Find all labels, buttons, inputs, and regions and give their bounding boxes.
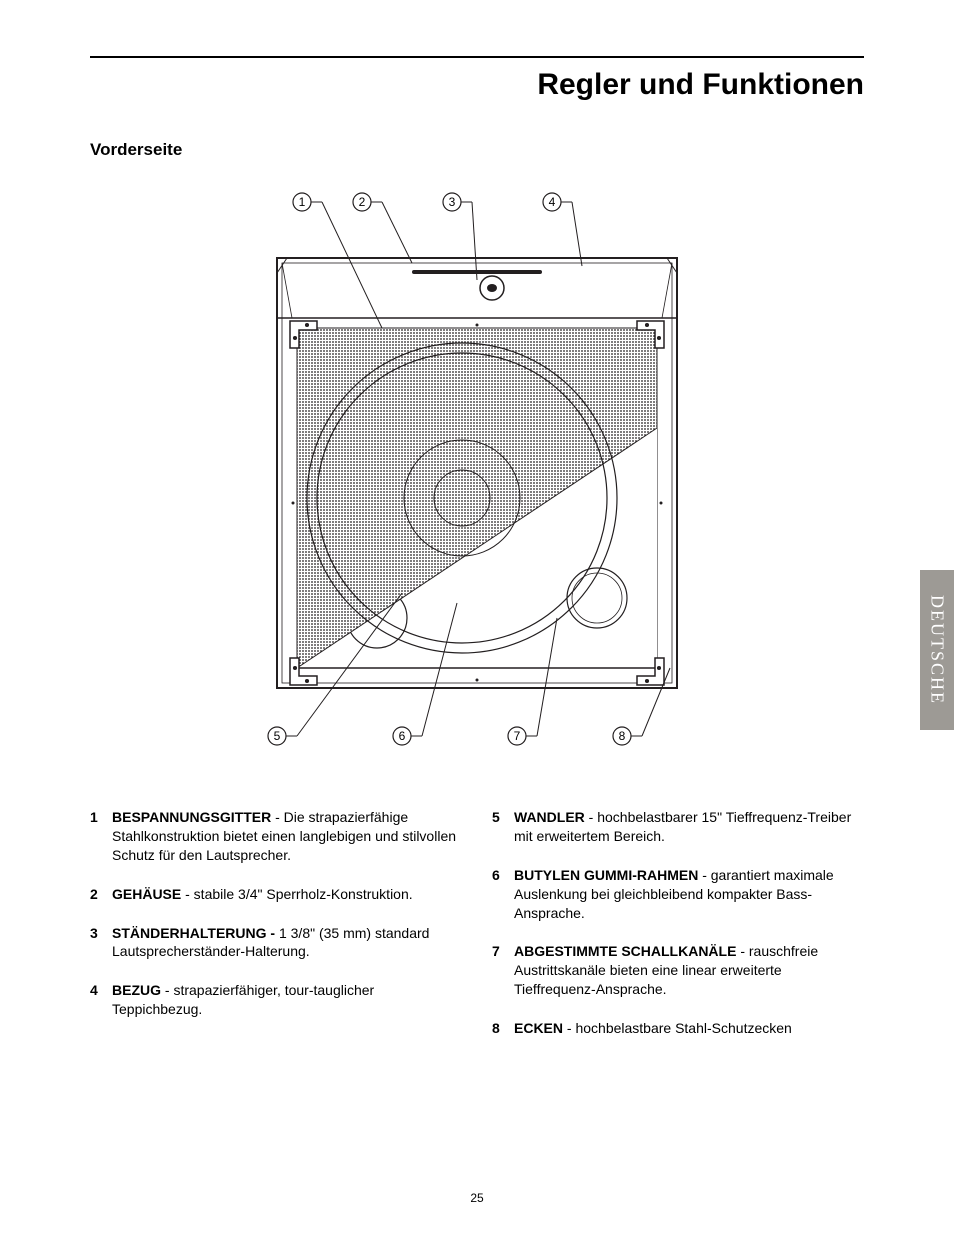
feature-item: 7ABGESTIMMTE SCHALLKANÄLE - rauschfreie … — [492, 942, 864, 999]
feature-column-right: 5WANDLER - hochbelastbarer 15" Tieffrequ… — [492, 808, 864, 1058]
svg-text:5: 5 — [274, 729, 281, 743]
svg-text:6: 6 — [399, 729, 406, 743]
feature-item: 6BUTYLEN GUMMI-RAHMEN - garantiert maxim… — [492, 866, 864, 923]
feature-number: 4 — [90, 981, 112, 1019]
svg-text:3: 3 — [449, 195, 456, 209]
feature-number: 2 — [90, 885, 112, 904]
diagram-container: 1 2 3 4 5 6 7 8 — [90, 188, 864, 748]
feature-term: ECKEN — [514, 1020, 563, 1036]
feature-item: 4BEZUG - strapazierfähiger, tour-tauglic… — [90, 981, 462, 1019]
feature-number: 5 — [492, 808, 514, 846]
feature-term: BUTYLEN GUMMI-RAHMEN — [514, 867, 698, 883]
section-subtitle: Vorderseite — [90, 140, 864, 160]
feature-number: 6 — [492, 866, 514, 923]
page: Regler und Funktionen Vorderseite — [0, 0, 954, 1235]
page-number: 25 — [0, 1191, 954, 1205]
feature-term: BEZUG — [112, 982, 161, 998]
feature-body: WANDLER - hochbelastbarer 15" Tieffreque… — [514, 808, 864, 846]
feature-item: 8ECKEN - hochbelastbare Stahl-Schutzecke… — [492, 1019, 864, 1038]
feature-number: 8 — [492, 1019, 514, 1038]
feature-term: GEHÄUSE — [112, 886, 181, 902]
feature-item: 2GEHÄUSE - stabile 3/4" Sperrholz-Konstr… — [90, 885, 462, 904]
feature-body: BEZUG - strapazierfähiger, tour-tauglich… — [112, 981, 462, 1019]
speaker-diagram: 1 2 3 4 5 6 7 8 — [227, 188, 727, 748]
header-rule — [90, 56, 864, 58]
svg-text:8: 8 — [619, 729, 626, 743]
svg-text:2: 2 — [359, 195, 366, 209]
page-title: Regler und Funktionen — [90, 68, 864, 102]
language-tab-label: DEUTSCHE — [927, 595, 948, 705]
feature-column-left: 1BESPANNUNGSGITTER - Die strapazierfähig… — [90, 808, 462, 1058]
svg-text:4: 4 — [549, 195, 556, 209]
feature-item: 5WANDLER - hochbelastbarer 15" Tieffrequ… — [492, 808, 864, 846]
feature-term: STÄNDERHALTERUNG - — [112, 925, 275, 941]
feature-term: ABGESTIMMTE SCHALLKANÄLE — [514, 943, 736, 959]
feature-body: ECKEN - hochbelastbare Stahl-Schutzecken — [514, 1019, 864, 1038]
feature-body: BESPANNUNGSGITTER - Die strapazierfähige… — [112, 808, 462, 865]
feature-number: 3 — [90, 924, 112, 962]
feature-item: 3STÄNDERHALTERUNG - 1 3/8" (35 mm) stand… — [90, 924, 462, 962]
feature-body: STÄNDERHALTERUNG - 1 3/8" (35 mm) standa… — [112, 924, 462, 962]
svg-text:7: 7 — [514, 729, 521, 743]
feature-body: GEHÄUSE - stabile 3/4" Sperrholz-Konstru… — [112, 885, 462, 904]
feature-body: ABGESTIMMTE SCHALLKANÄLE - rauschfreie A… — [514, 942, 864, 999]
feature-term: WANDLER — [514, 809, 585, 825]
feature-item: 1BESPANNUNGSGITTER - Die strapazierfähig… — [90, 808, 462, 865]
feature-number: 7 — [492, 942, 514, 999]
feature-term: BESPANNUNGSGITTER — [112, 809, 271, 825]
svg-text:1: 1 — [299, 195, 306, 209]
language-tab: DEUTSCHE — [920, 570, 954, 730]
feature-body: BUTYLEN GUMMI-RAHMEN - garantiert maxima… — [514, 866, 864, 923]
feature-columns: 1BESPANNUNGSGITTER - Die strapazierfähig… — [90, 808, 864, 1058]
feature-number: 1 — [90, 808, 112, 865]
